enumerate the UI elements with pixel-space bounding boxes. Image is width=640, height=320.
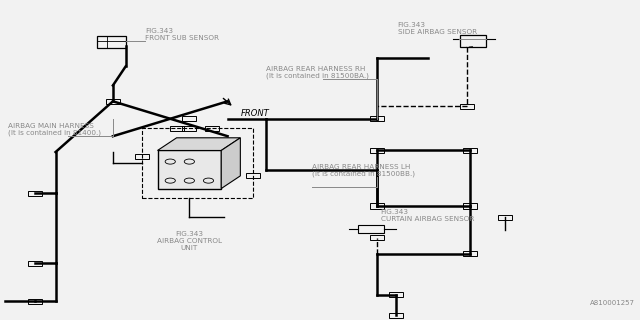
Bar	[460, 35, 486, 47]
Text: AIRBAG REAR HARNESS RH
(It is contained in 81500BA.): AIRBAG REAR HARNESS RH (It is contained …	[266, 66, 369, 79]
Text: FIG.343
CURTAIN AIRBAG SENSOR: FIG.343 CURTAIN AIRBAG SENSOR	[381, 209, 474, 222]
Text: FIG.343
AIRBAG CONTROL
UNIT: FIG.343 AIRBAG CONTROL UNIT	[157, 231, 222, 252]
Bar	[205, 126, 219, 131]
Bar	[97, 36, 125, 48]
Text: FRONT: FRONT	[241, 109, 269, 118]
Bar	[246, 173, 260, 178]
Bar	[182, 116, 196, 121]
Bar	[463, 251, 477, 256]
Bar	[371, 235, 385, 240]
Bar	[371, 148, 385, 153]
Bar	[28, 191, 42, 196]
Bar	[460, 104, 474, 108]
Bar	[106, 99, 120, 104]
Bar	[463, 204, 477, 209]
Bar	[498, 215, 512, 220]
Bar	[134, 154, 148, 159]
Bar	[371, 204, 385, 209]
Bar	[390, 292, 403, 297]
Bar	[358, 225, 384, 233]
Text: FIG.343
FRONT SUB SENSOR: FIG.343 FRONT SUB SENSOR	[145, 28, 219, 41]
Text: AIRBAG MAIN HARNESS
(It is contained in 81400.): AIRBAG MAIN HARNESS (It is contained in …	[8, 123, 100, 136]
Bar	[463, 148, 477, 153]
Polygon shape	[157, 138, 241, 150]
Bar	[371, 116, 385, 121]
Bar	[182, 126, 196, 131]
Bar	[170, 126, 184, 131]
Bar	[28, 299, 42, 304]
Bar	[141, 128, 253, 198]
Bar	[28, 260, 42, 266]
Text: FIG.343
SIDE AIRBAG SENSOR: FIG.343 SIDE AIRBAG SENSOR	[397, 22, 477, 35]
Text: AIRBAG REAR HARNESS LH
(It is contained in 81500BB.): AIRBAG REAR HARNESS LH (It is contained …	[312, 164, 415, 178]
Text: A810001257: A810001257	[591, 300, 636, 306]
Bar	[157, 150, 221, 188]
Bar	[390, 313, 403, 318]
Polygon shape	[221, 138, 241, 188]
